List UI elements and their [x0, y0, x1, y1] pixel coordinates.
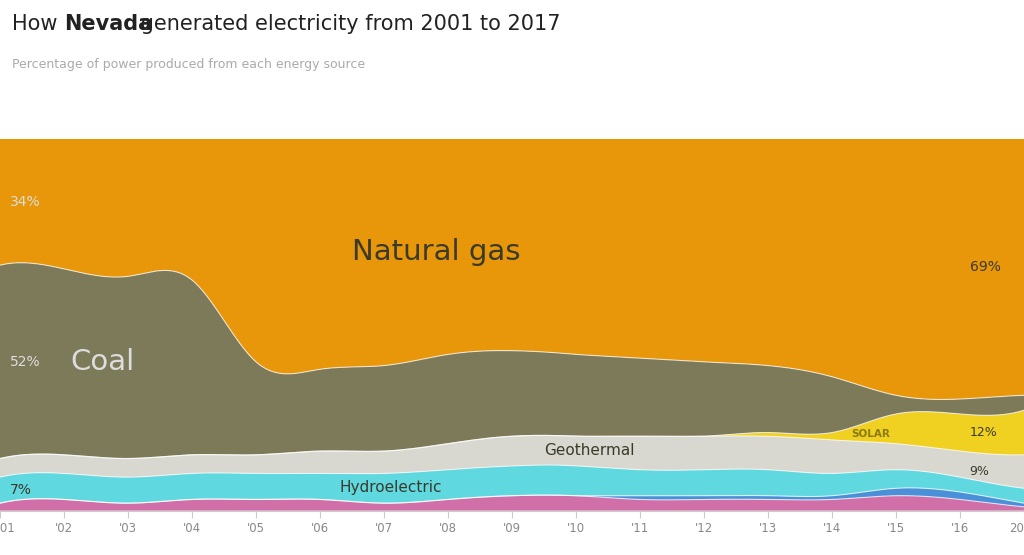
Text: 12%: 12%	[970, 426, 997, 439]
Text: Geothermal: Geothermal	[544, 443, 635, 458]
Text: generated electricity from 2001 to 2017: generated electricity from 2001 to 2017	[134, 14, 561, 34]
Text: 7%: 7%	[9, 483, 32, 497]
Text: 9%: 9%	[970, 465, 989, 478]
Text: Nevada: Nevada	[65, 14, 153, 34]
Text: 34%: 34%	[9, 195, 40, 209]
Text: 69%: 69%	[970, 260, 1000, 274]
Text: Percentage of power produced from each energy source: Percentage of power produced from each e…	[12, 58, 366, 71]
Text: Coal: Coal	[71, 348, 134, 376]
Text: How: How	[12, 14, 65, 34]
Text: SOLAR: SOLAR	[851, 429, 890, 439]
Text: Natural gas: Natural gas	[352, 238, 520, 266]
Text: 52%: 52%	[9, 355, 40, 369]
Text: Hydroelectric: Hydroelectric	[339, 480, 441, 495]
